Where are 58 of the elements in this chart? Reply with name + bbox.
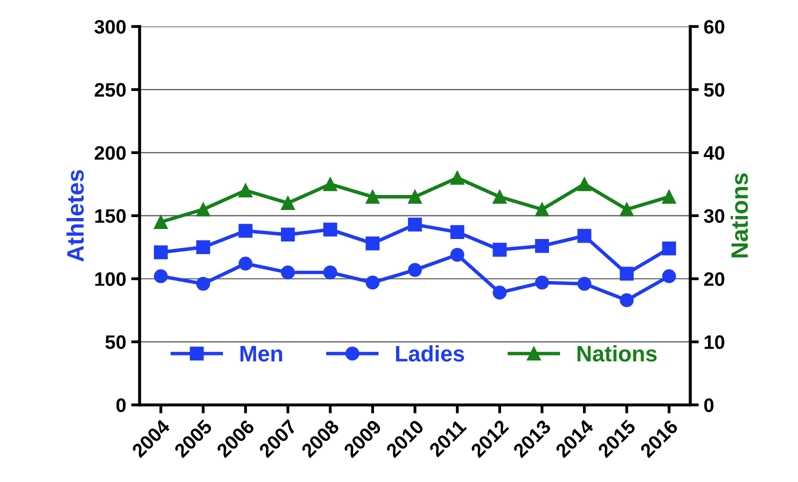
point <box>154 215 168 229</box>
y-tick-label: 0 <box>116 398 126 412</box>
y2-axis-title: Nations <box>730 173 748 258</box>
point <box>238 184 252 198</box>
legend-label: Nations <box>578 345 657 362</box>
point <box>535 276 549 290</box>
point <box>196 276 210 291</box>
point <box>280 266 295 280</box>
point <box>323 266 338 280</box>
point <box>620 293 634 308</box>
y2-tick-label: 60 <box>704 20 724 34</box>
legend-label: Men <box>240 346 282 362</box>
point <box>577 177 592 192</box>
point <box>450 225 464 240</box>
point <box>662 269 676 284</box>
y2-tick-label: 20 <box>704 272 724 286</box>
point <box>280 228 295 242</box>
point <box>662 242 676 256</box>
point <box>492 286 507 300</box>
point <box>323 177 338 192</box>
y2-tick-label: 40 <box>704 146 724 160</box>
point <box>492 190 507 204</box>
point <box>238 256 252 271</box>
y-tick-label: 150 <box>95 209 126 223</box>
y-tick-label: 200 <box>94 146 126 160</box>
point <box>366 276 380 290</box>
point <box>280 196 295 210</box>
point <box>408 218 422 232</box>
point <box>154 245 168 260</box>
y-tick-label: 300 <box>94 20 126 34</box>
point <box>366 236 380 250</box>
point <box>238 224 252 238</box>
point <box>154 269 168 284</box>
point <box>492 242 507 257</box>
point <box>577 228 592 243</box>
y2-tick-label: 10 <box>704 335 724 350</box>
y2-tick-label: 50 <box>704 83 724 97</box>
legend-label: Ladies <box>396 345 464 362</box>
point <box>577 276 592 291</box>
point <box>196 240 210 254</box>
point <box>620 202 634 216</box>
y-tick-label: 250 <box>94 83 126 97</box>
point <box>620 266 634 281</box>
y-axis-title: Athletes <box>66 170 84 262</box>
point <box>323 222 338 237</box>
point <box>408 190 422 204</box>
y-tick-label: 100 <box>95 272 126 286</box>
point <box>450 170 464 185</box>
point <box>408 262 422 277</box>
point <box>196 202 210 216</box>
y2-tick-label: 30 <box>704 209 724 223</box>
point <box>662 190 676 204</box>
point <box>535 202 549 216</box>
y-tick-label: 50 <box>105 335 126 350</box>
y2-tick-label: 0 <box>704 398 714 412</box>
point <box>535 239 549 253</box>
point <box>366 190 380 204</box>
point <box>450 248 464 262</box>
